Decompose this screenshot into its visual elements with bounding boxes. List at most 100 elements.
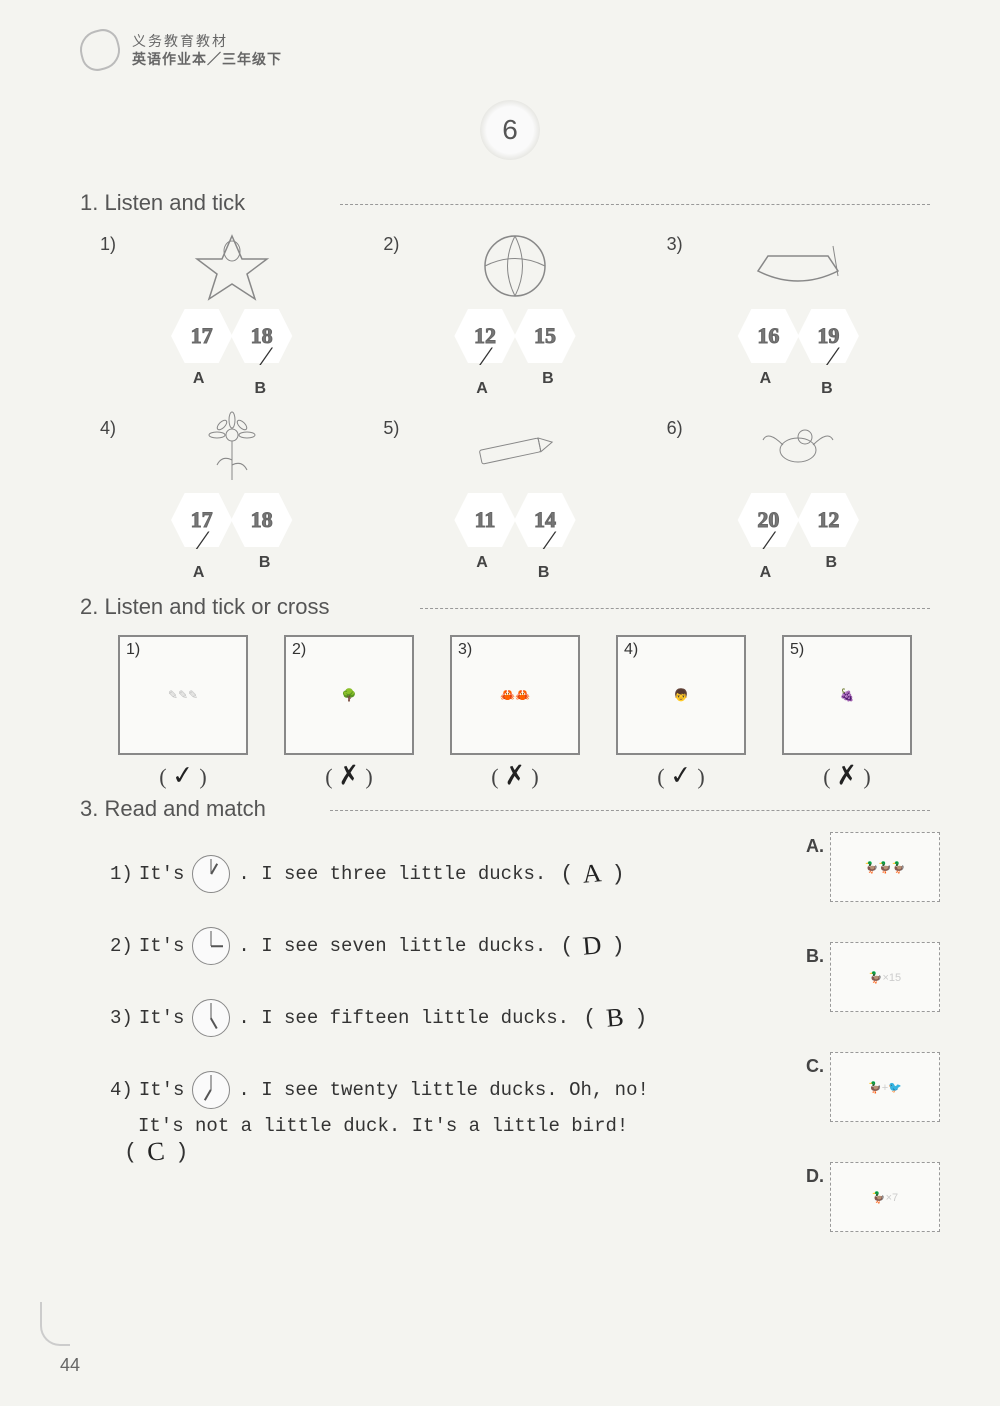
s1-item: 1) 17 18 AB⁄: [110, 226, 353, 400]
answer-parens: ( B ): [583, 1003, 647, 1033]
handwritten-answer: C: [140, 1136, 173, 1169]
item-number: 4): [624, 641, 638, 659]
ab-labels: AB⁄: [760, 370, 837, 400]
ducks-image-icon: 🦆×7: [830, 1162, 940, 1232]
s3-line: 4) It's . I see twenty little ducks. Oh,…: [110, 1071, 670, 1167]
ball-icon: [460, 226, 570, 306]
section2-title: 2. Listen and tick or cross: [80, 594, 940, 620]
hex-a: 16: [734, 306, 802, 366]
hex-b: 19: [794, 306, 862, 366]
label-a: A: [193, 370, 205, 400]
clock-icon: [192, 1071, 230, 1109]
handwritten-answer: ✗: [337, 760, 361, 792]
item-number: 2): [292, 641, 306, 659]
s1-item: 4) 17 18 A⁄B: [110, 410, 353, 584]
s1-item: 5) 11 14 AB⁄: [393, 410, 636, 584]
item-number: 5): [383, 418, 399, 439]
hex-a: 17: [168, 306, 236, 366]
ducks-image-icon: 🦆+🐦: [830, 1052, 940, 1122]
s1-item: 3) 16 19 AB⁄: [677, 226, 920, 400]
item-number: 4): [100, 418, 116, 439]
hex-a: 11: [451, 490, 519, 550]
section3-body: 1) It's . I see three little ducks. ( A …: [80, 832, 940, 1167]
label-b: B⁄: [254, 370, 270, 400]
label-a: A⁄: [193, 554, 209, 584]
item-number: 5): [790, 641, 804, 659]
hex-pair: 11 14: [455, 490, 575, 550]
clock-icon: [192, 855, 230, 893]
text-pre: It's: [139, 863, 185, 885]
s2-item: 1)✎✎✎ ( ✓ ): [110, 635, 256, 791]
answer-parens: ( ✓ ): [657, 761, 704, 791]
handwritten-mark: ⁄: [547, 526, 551, 555]
label-b: B: [542, 370, 554, 400]
option-label: B.: [806, 946, 824, 967]
bird-star-icon: [177, 226, 287, 306]
hex-pair: 17 18: [172, 306, 292, 366]
handwritten-answer: B: [599, 1002, 632, 1035]
ducks-image-icon: 🦆🦆🦆: [830, 832, 940, 902]
answer-parens: ( ✗ ): [325, 761, 372, 791]
section2-row: 1)✎✎✎ ( ✓ ) 2)🌳 ( ✗ ) 3)🦀🦀 ( ✗ ) 4)👦 ( ✓…: [80, 630, 940, 796]
item-number: 4): [110, 1079, 133, 1101]
label-a: A⁄: [476, 370, 492, 400]
sentence-text: . I see fifteen little ducks.: [238, 1007, 569, 1029]
item-number: 1): [126, 641, 140, 659]
handwritten-mark: ⁄: [484, 342, 488, 371]
ab-labels: A⁄ B: [193, 554, 270, 584]
hex-pair: 16 19: [738, 306, 858, 366]
crayon-icon: [460, 410, 570, 490]
match-option: C.🦆+🐦: [806, 1052, 940, 1122]
label-b: B: [259, 554, 271, 584]
s2-item: 4)👦 ( ✓ ): [608, 635, 754, 791]
header-text: 义务教育教材 英语作业本／三年级下: [132, 32, 282, 68]
handwritten-answer: ✓: [669, 760, 693, 792]
item-number: 6): [667, 418, 683, 439]
handwritten-answer: ✗: [503, 760, 527, 792]
pencils-icon: 1)✎✎✎: [118, 635, 248, 755]
boy-fruit-icon: 4)👦: [616, 635, 746, 755]
hex-b: 18: [228, 306, 296, 366]
section3-title: 3. Read and match: [80, 796, 940, 822]
section3-options: A.🦆🦆🦆 B.🦆×15 C.🦆+🐦 D.🦆×7: [806, 832, 940, 1232]
handwritten-mark: ⁄: [200, 526, 204, 555]
hex-b: 14: [511, 490, 579, 550]
handwritten-answer: ✓: [171, 760, 195, 792]
hex-pair: 17 18: [172, 490, 292, 550]
sentence-text: . I see three little ducks.: [238, 863, 546, 885]
label-b: B: [825, 554, 837, 584]
s2-item: 3)🦀🦀 ( ✗ ): [442, 635, 588, 791]
label-a: A: [476, 554, 488, 584]
s1-item: 6) 20 12 A⁄B: [677, 410, 920, 584]
s1-item: 2) 12 15 A⁄B: [393, 226, 636, 400]
boat-icon: [743, 226, 853, 306]
ab-labels: A⁄ B: [476, 370, 553, 400]
item-number: 3): [667, 234, 683, 255]
handwritten-answer: A: [576, 858, 609, 891]
label-b: B⁄: [538, 554, 554, 584]
item-number: 3): [458, 641, 472, 659]
answer-parens: ( D ): [560, 931, 624, 961]
clock-icon: [192, 927, 230, 965]
handwritten-mark: ⁄: [767, 526, 771, 555]
ab-labels: A⁄B: [760, 554, 837, 584]
lesson-number-badge: 6: [480, 100, 540, 160]
match-option: A.🦆🦆🦆: [806, 832, 940, 902]
page-number: 44: [60, 1355, 80, 1376]
hex-b: 15: [511, 306, 579, 366]
section1-title: 1. Listen and tick: [80, 190, 940, 216]
answer-parens: ( ✓ ): [159, 761, 206, 791]
hex-pair: 20 12: [738, 490, 858, 550]
match-option: B.🦆×15: [806, 942, 940, 1012]
text-pre: It's: [139, 1079, 185, 1101]
publisher-logo: [76, 26, 125, 75]
hex-b: 12: [794, 490, 862, 550]
apple-tree-icon: 2)🌳: [284, 635, 414, 755]
text-pre: It's: [139, 935, 185, 957]
clock-icon: [192, 999, 230, 1037]
answer-parens: ( C ): [124, 1137, 188, 1167]
section1-grid: 1) 17 18 AB⁄ 2) 12 15 A⁄B 3) 16 19 AB⁄ 4…: [80, 226, 940, 594]
crabs-icon: 3)🦀🦀: [450, 635, 580, 755]
handwritten-mark: ⁄: [831, 342, 835, 371]
page-header: 义务教育教材 英语作业本／三年级下: [80, 30, 940, 70]
